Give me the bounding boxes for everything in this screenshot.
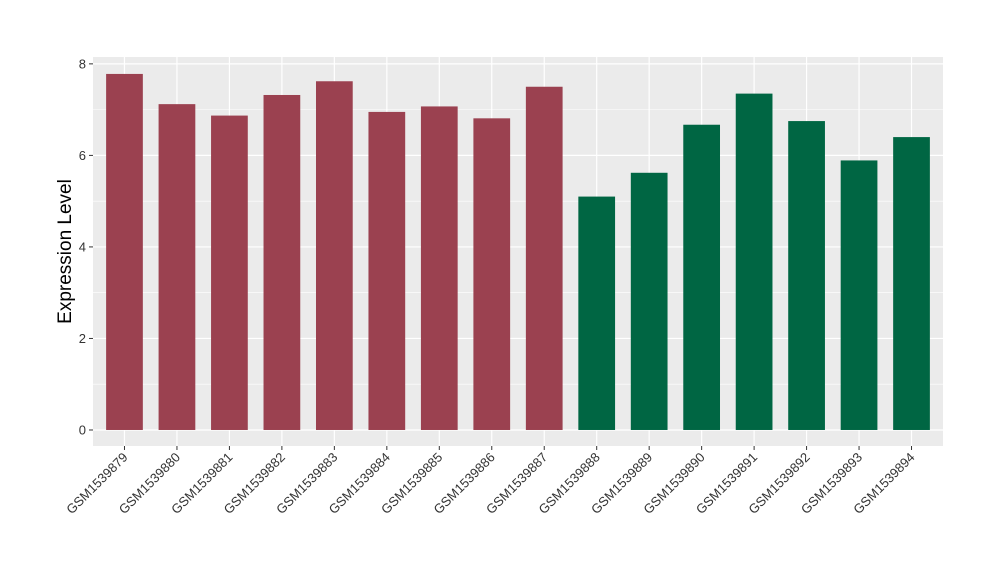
y-tick-label: 2	[79, 331, 86, 346]
bar	[420, 106, 458, 430]
bar	[683, 124, 721, 430]
x-axis: GSM1539879GSM1539880GSM1539881GSM1539882…	[63, 446, 918, 517]
bar	[630, 172, 668, 430]
y-tick-label: 6	[79, 148, 86, 163]
bar	[368, 111, 406, 430]
bar	[788, 121, 825, 430]
bar	[106, 73, 143, 430]
bar	[158, 104, 196, 430]
bar	[525, 86, 563, 430]
y-tick-label: 0	[79, 422, 86, 437]
bar	[578, 196, 616, 430]
bar	[840, 160, 878, 430]
bar	[473, 118, 511, 430]
bar	[315, 81, 353, 430]
bar	[735, 93, 773, 430]
y-tick-label: 4	[79, 239, 86, 254]
y-tick-label: 8	[79, 56, 86, 71]
bar	[893, 137, 930, 430]
bar	[263, 94, 301, 430]
y-axis: 0 2 4 6 8	[79, 56, 93, 437]
y-axis-title: Expression Level	[55, 179, 76, 324]
bar	[211, 115, 248, 430]
bars	[106, 73, 930, 430]
